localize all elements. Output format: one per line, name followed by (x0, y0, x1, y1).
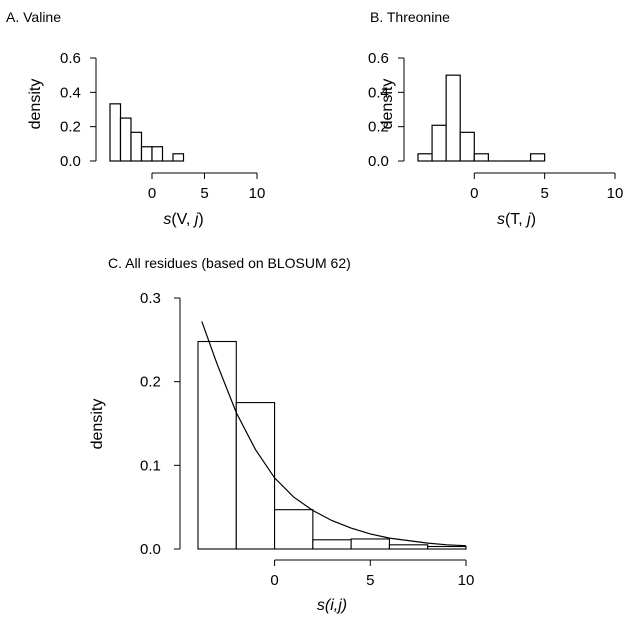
histogram-bar (172, 153, 185, 162)
histogram-bar (459, 131, 475, 162)
x-axis-label-part: s (497, 211, 505, 228)
histogram-bar (130, 131, 143, 162)
x-tick-label: 10 (607, 185, 624, 202)
x-axis-label: s(V, j) (163, 211, 203, 228)
y-tick-label: 0.0 (368, 153, 389, 170)
panel-c-all-residues: C. All residues (based on BLOSUM 62) dens… (89, 255, 474, 614)
x-tick-label: 10 (249, 185, 266, 202)
x-axis-label-part: ) (531, 211, 536, 228)
histogram-bar (445, 74, 461, 162)
y-tick-label: 0.4 (368, 84, 389, 101)
panel-title: A. Valine (6, 9, 61, 25)
y-tick-label: 0.6 (368, 50, 389, 67)
x-axis-label-part: (T, (505, 211, 527, 228)
x-axis-label: s(i,j) (317, 597, 347, 614)
histogram-bar (350, 538, 390, 550)
y-axis-label: density (379, 79, 396, 130)
x-tick-label: 0 (470, 185, 478, 202)
x-axis-label-part: s(i,j) (317, 597, 347, 614)
x-axis-label-part: ) (198, 211, 203, 228)
y-tick-label: 0.4 (60, 84, 81, 101)
panel-title: C. All residues (based on BLOSUM 62) (108, 255, 351, 271)
histogram-bar (235, 402, 276, 550)
histogram-bar (274, 509, 314, 550)
y-tick-label: 0.1 (140, 457, 161, 474)
y-axis-label: density (89, 399, 106, 450)
panel-title: B. Threonine (370, 9, 450, 25)
histogram-bar (388, 544, 429, 550)
histogram-bar (151, 146, 164, 162)
x-axis-label-part: j (525, 211, 531, 228)
x-axis-label-part: s (163, 211, 171, 228)
fitted-density-curve (201, 321, 467, 547)
histogram-bar (473, 153, 489, 162)
histogram-bar (529, 153, 546, 162)
x-tick-label: 10 (458, 572, 475, 589)
y-tick-label: 0.3 (140, 290, 161, 307)
x-tick-label: 5 (200, 185, 208, 202)
histogram-bar (417, 153, 433, 162)
histogram-bar (140, 146, 153, 162)
histogram-bar (197, 340, 237, 550)
histogram-bar (109, 103, 122, 162)
panel-a-valine: A. Valine density 0.0 0.2 0.4 0.6 0 5 10 s(V, j) (6, 9, 265, 228)
x-axis-label: s(T, j) (497, 211, 536, 228)
y-tick-label: 0.2 (60, 119, 81, 136)
x-tick-label: 0 (148, 185, 156, 202)
x-axis-label-part: (V, (171, 211, 194, 228)
histogram-bar (431, 124, 447, 162)
x-axis-label-part: j (193, 211, 199, 228)
y-axis-label: density (27, 79, 44, 130)
y-tick-label: 0.0 (60, 153, 81, 170)
x-tick-label: 5 (366, 572, 374, 589)
histogram-bar (427, 545, 467, 550)
y-tick-label: 0.6 (60, 50, 81, 67)
x-tick-label: 5 (540, 185, 548, 202)
histogram-bar (119, 117, 132, 162)
panel-b-threonine: B. Threonine density 0.0 0.2 0.4 0.6 0 5 10 s(T, … (368, 9, 623, 228)
y-tick-label: 0.2 (140, 374, 161, 391)
y-tick-label: 0.2 (368, 119, 389, 136)
y-tick-label: 0.0 (140, 541, 161, 558)
x-tick-label: 0 (270, 572, 278, 589)
histogram-bar (312, 539, 352, 550)
